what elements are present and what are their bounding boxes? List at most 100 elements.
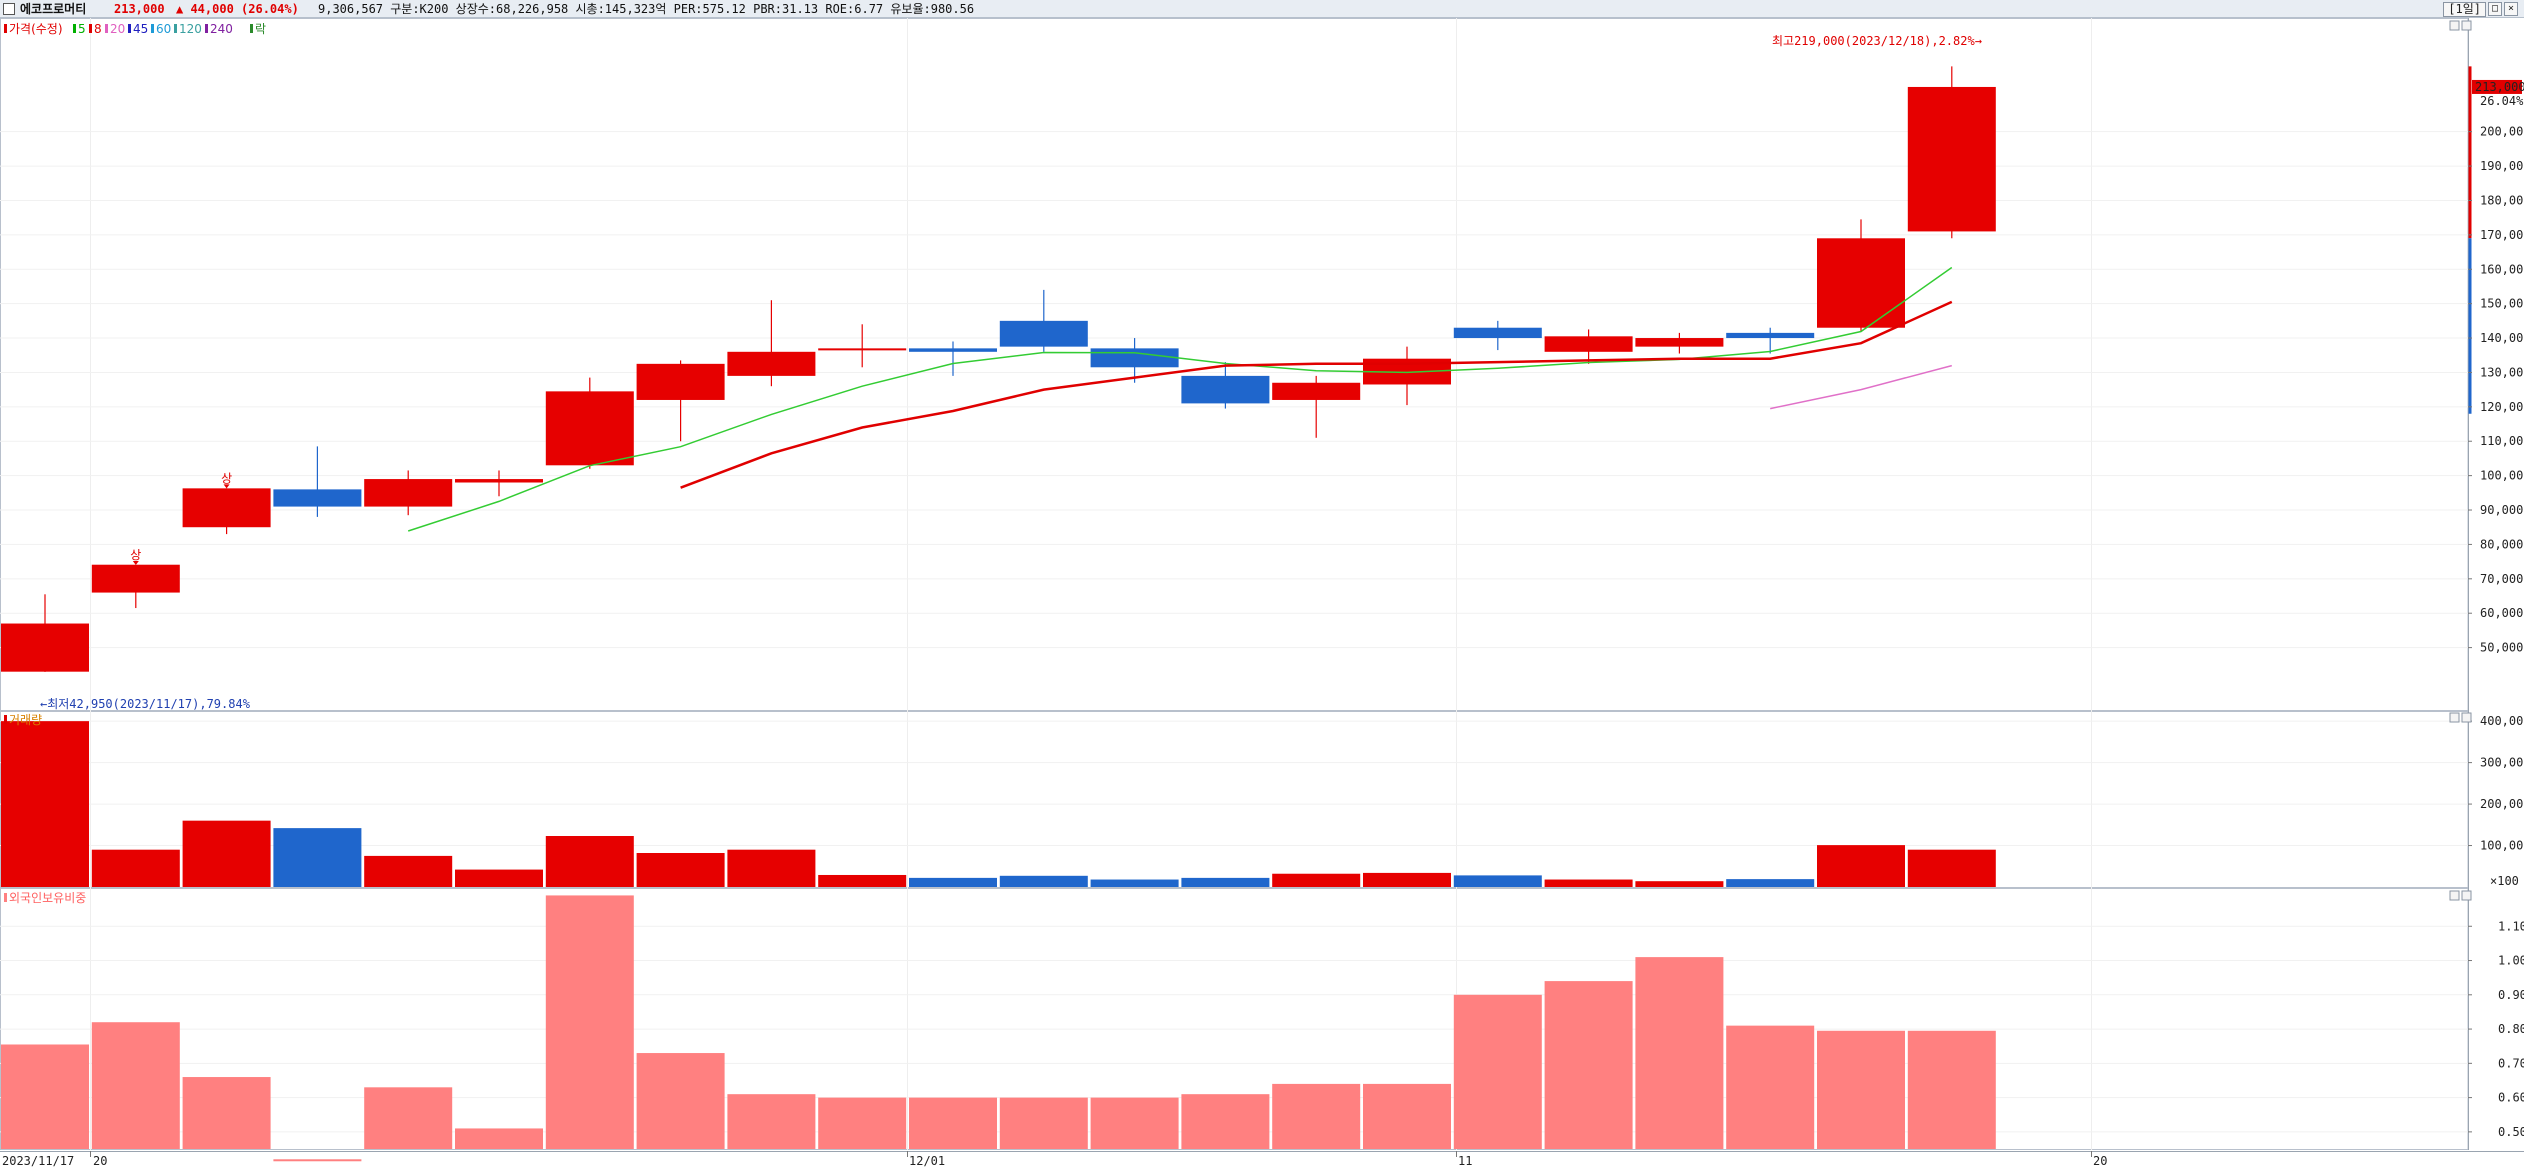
price-axis-label: 60,000 [2480, 606, 2523, 620]
stock-stats: 9,306,567 구분:K200 상장수:68,226,958 시총:145,… [318, 2, 975, 16]
foreign-bar [636, 1053, 725, 1149]
stock-chart[interactable]: 200,000 190,000 180,000 170,000 160,000 150,0… [0, 18, 2524, 1169]
foreign-bar [91, 1022, 180, 1149]
volume-bar [273, 828, 362, 887]
legend-ma20[interactable]: 20 [110, 22, 125, 36]
legend-marker [4, 893, 7, 902]
x-axis-label: 20 [2093, 1154, 2107, 1168]
price-axis-label: 200,000 [2480, 125, 2524, 139]
window-controls: [1일] □ × [2443, 0, 2518, 17]
stock-name: 에코프로머티 [20, 2, 87, 16]
legend-ma240[interactable]: 240 [210, 22, 233, 36]
period-selector[interactable]: [1일] [2443, 1, 2486, 17]
foreign-bar [1635, 957, 1724, 1149]
legend-ma60[interactable]: 60 [156, 22, 171, 36]
close-button[interactable]: × [2504, 2, 2518, 16]
volume-bar [999, 875, 1088, 887]
foreign-bar [1726, 1025, 1815, 1149]
candle-body [636, 363, 725, 400]
pane-close-button[interactable] [2461, 20, 2472, 31]
select-checkbox[interactable] [3, 3, 15, 15]
x-axis: 2023/11/17 20 12/01 11 20 [2, 1154, 2107, 1168]
volume-axis-label: 300,000 [2480, 756, 2524, 770]
foreign-bar [999, 1097, 1088, 1149]
x-axis-label: 20 [93, 1154, 107, 1168]
x-axis-label: 12/01 [909, 1154, 945, 1168]
pane-controls [2449, 20, 2472, 901]
maximize-button[interactable]: □ [2488, 2, 2502, 16]
foreign-bar [818, 1097, 907, 1149]
volume-bar [1544, 879, 1633, 887]
foreign-legend-label[interactable]: 외국인보유비중 [9, 891, 86, 905]
price-axis-label: 160,000 [2480, 262, 2524, 276]
foreign-bar [1907, 1030, 1996, 1149]
price-axis-label: 50,000 [2480, 641, 2523, 655]
price-axis-label: 190,000 [2480, 159, 2524, 173]
legend-marker [4, 715, 7, 724]
legend-lock[interactable]: 락 [255, 22, 266, 36]
legend-marker [151, 24, 154, 33]
legend-marker [4, 24, 7, 33]
foreign-bar [273, 1159, 362, 1162]
pane-close-button[interactable] [2461, 890, 2472, 901]
candle-body [1817, 238, 1905, 328]
volume-bar [91, 849, 180, 887]
foreign-axis-label: 0.60 [2498, 1091, 2524, 1105]
price-change: ▲ 44,000 (26.04%) [176, 2, 299, 16]
legend-ma5[interactable]: 5 [78, 22, 86, 36]
candle-body [1090, 348, 1179, 368]
chart-area[interactable]: 200,000 190,000 180,000 170,000 160,000 150,0… [0, 18, 2524, 1169]
volume-bar [1090, 879, 1179, 887]
legend-marker [205, 24, 208, 33]
candle-body [1635, 338, 1724, 347]
candle-body [1272, 382, 1361, 400]
price-axis-label: 80,000 [2480, 537, 2523, 551]
price-axis-label: 120,000 [2480, 400, 2524, 414]
high-annotation: 최고219,000(2023/12/18),2.82%→ [1772, 34, 1982, 48]
volume-bar [364, 855, 453, 887]
volume-axis-label: 100,000 [2480, 839, 2524, 853]
volume-bar [636, 853, 725, 887]
price-axis-label: 130,000 [2480, 365, 2524, 379]
candle-body [364, 479, 453, 507]
candle-body [909, 348, 997, 352]
price-axis-label: 90,000 [2480, 503, 2523, 517]
foreign-axis-label: 0.70 [2498, 1056, 2524, 1070]
candle-body [1, 623, 89, 672]
pane-minimize-button[interactable] [2449, 890, 2460, 901]
volume-legend: 거래량 [4, 713, 42, 727]
legend-price[interactable]: 가격(수정) [9, 22, 63, 36]
volume-bar [1272, 873, 1361, 887]
price-axis-label: 110,000 [2480, 434, 2524, 448]
low-annotation: ←최저42,950(2023/11/17),79.84% [40, 697, 251, 711]
legend-ma45[interactable]: 45 [133, 22, 148, 36]
pane-minimize-button[interactable] [2449, 712, 2460, 723]
last-price-tag: 213,000 26.04% [2472, 79, 2524, 108]
candle-body [1181, 375, 1270, 404]
volume-legend-label[interactable]: 거래량 [9, 713, 42, 727]
foreign-bar [545, 895, 634, 1149]
foreign-bar [909, 1097, 997, 1149]
volume-bar [818, 874, 907, 887]
foreign-bar [1363, 1083, 1451, 1149]
foreign-axis-label: 0.50 [2498, 1125, 2524, 1139]
foreign-bar [1544, 981, 1633, 1149]
pane-minimize-button[interactable] [2449, 20, 2460, 31]
foreign-bar [1, 1044, 89, 1149]
stock-info-bar: 에코프로머티 213,000 ▲ 44,000 (26.04%) 9,306,5… [0, 0, 2524, 18]
limit-up-arrow [223, 484, 230, 489]
volume-bar [909, 877, 997, 887]
last-pct-tag-label: 26.04% [2480, 94, 2524, 108]
candle-body [727, 351, 816, 376]
foreign-bar [727, 1094, 816, 1149]
volume-bar [1907, 849, 1996, 887]
pane-close-button[interactable] [2461, 712, 2472, 723]
ma20-line [1770, 364, 1952, 410]
legend-ma120[interactable]: 120 [179, 22, 202, 36]
volume-bar [455, 869, 543, 887]
volume-axis-label: 200,000 [2480, 797, 2524, 811]
price-legend: 가격(수정) 5 8 20 45 60 120 240 락 [4, 22, 266, 36]
limit-up-arrow [132, 561, 139, 566]
legend-ma8[interactable]: 8 [94, 22, 102, 36]
price-axis-label: 180,000 [2480, 193, 2524, 207]
